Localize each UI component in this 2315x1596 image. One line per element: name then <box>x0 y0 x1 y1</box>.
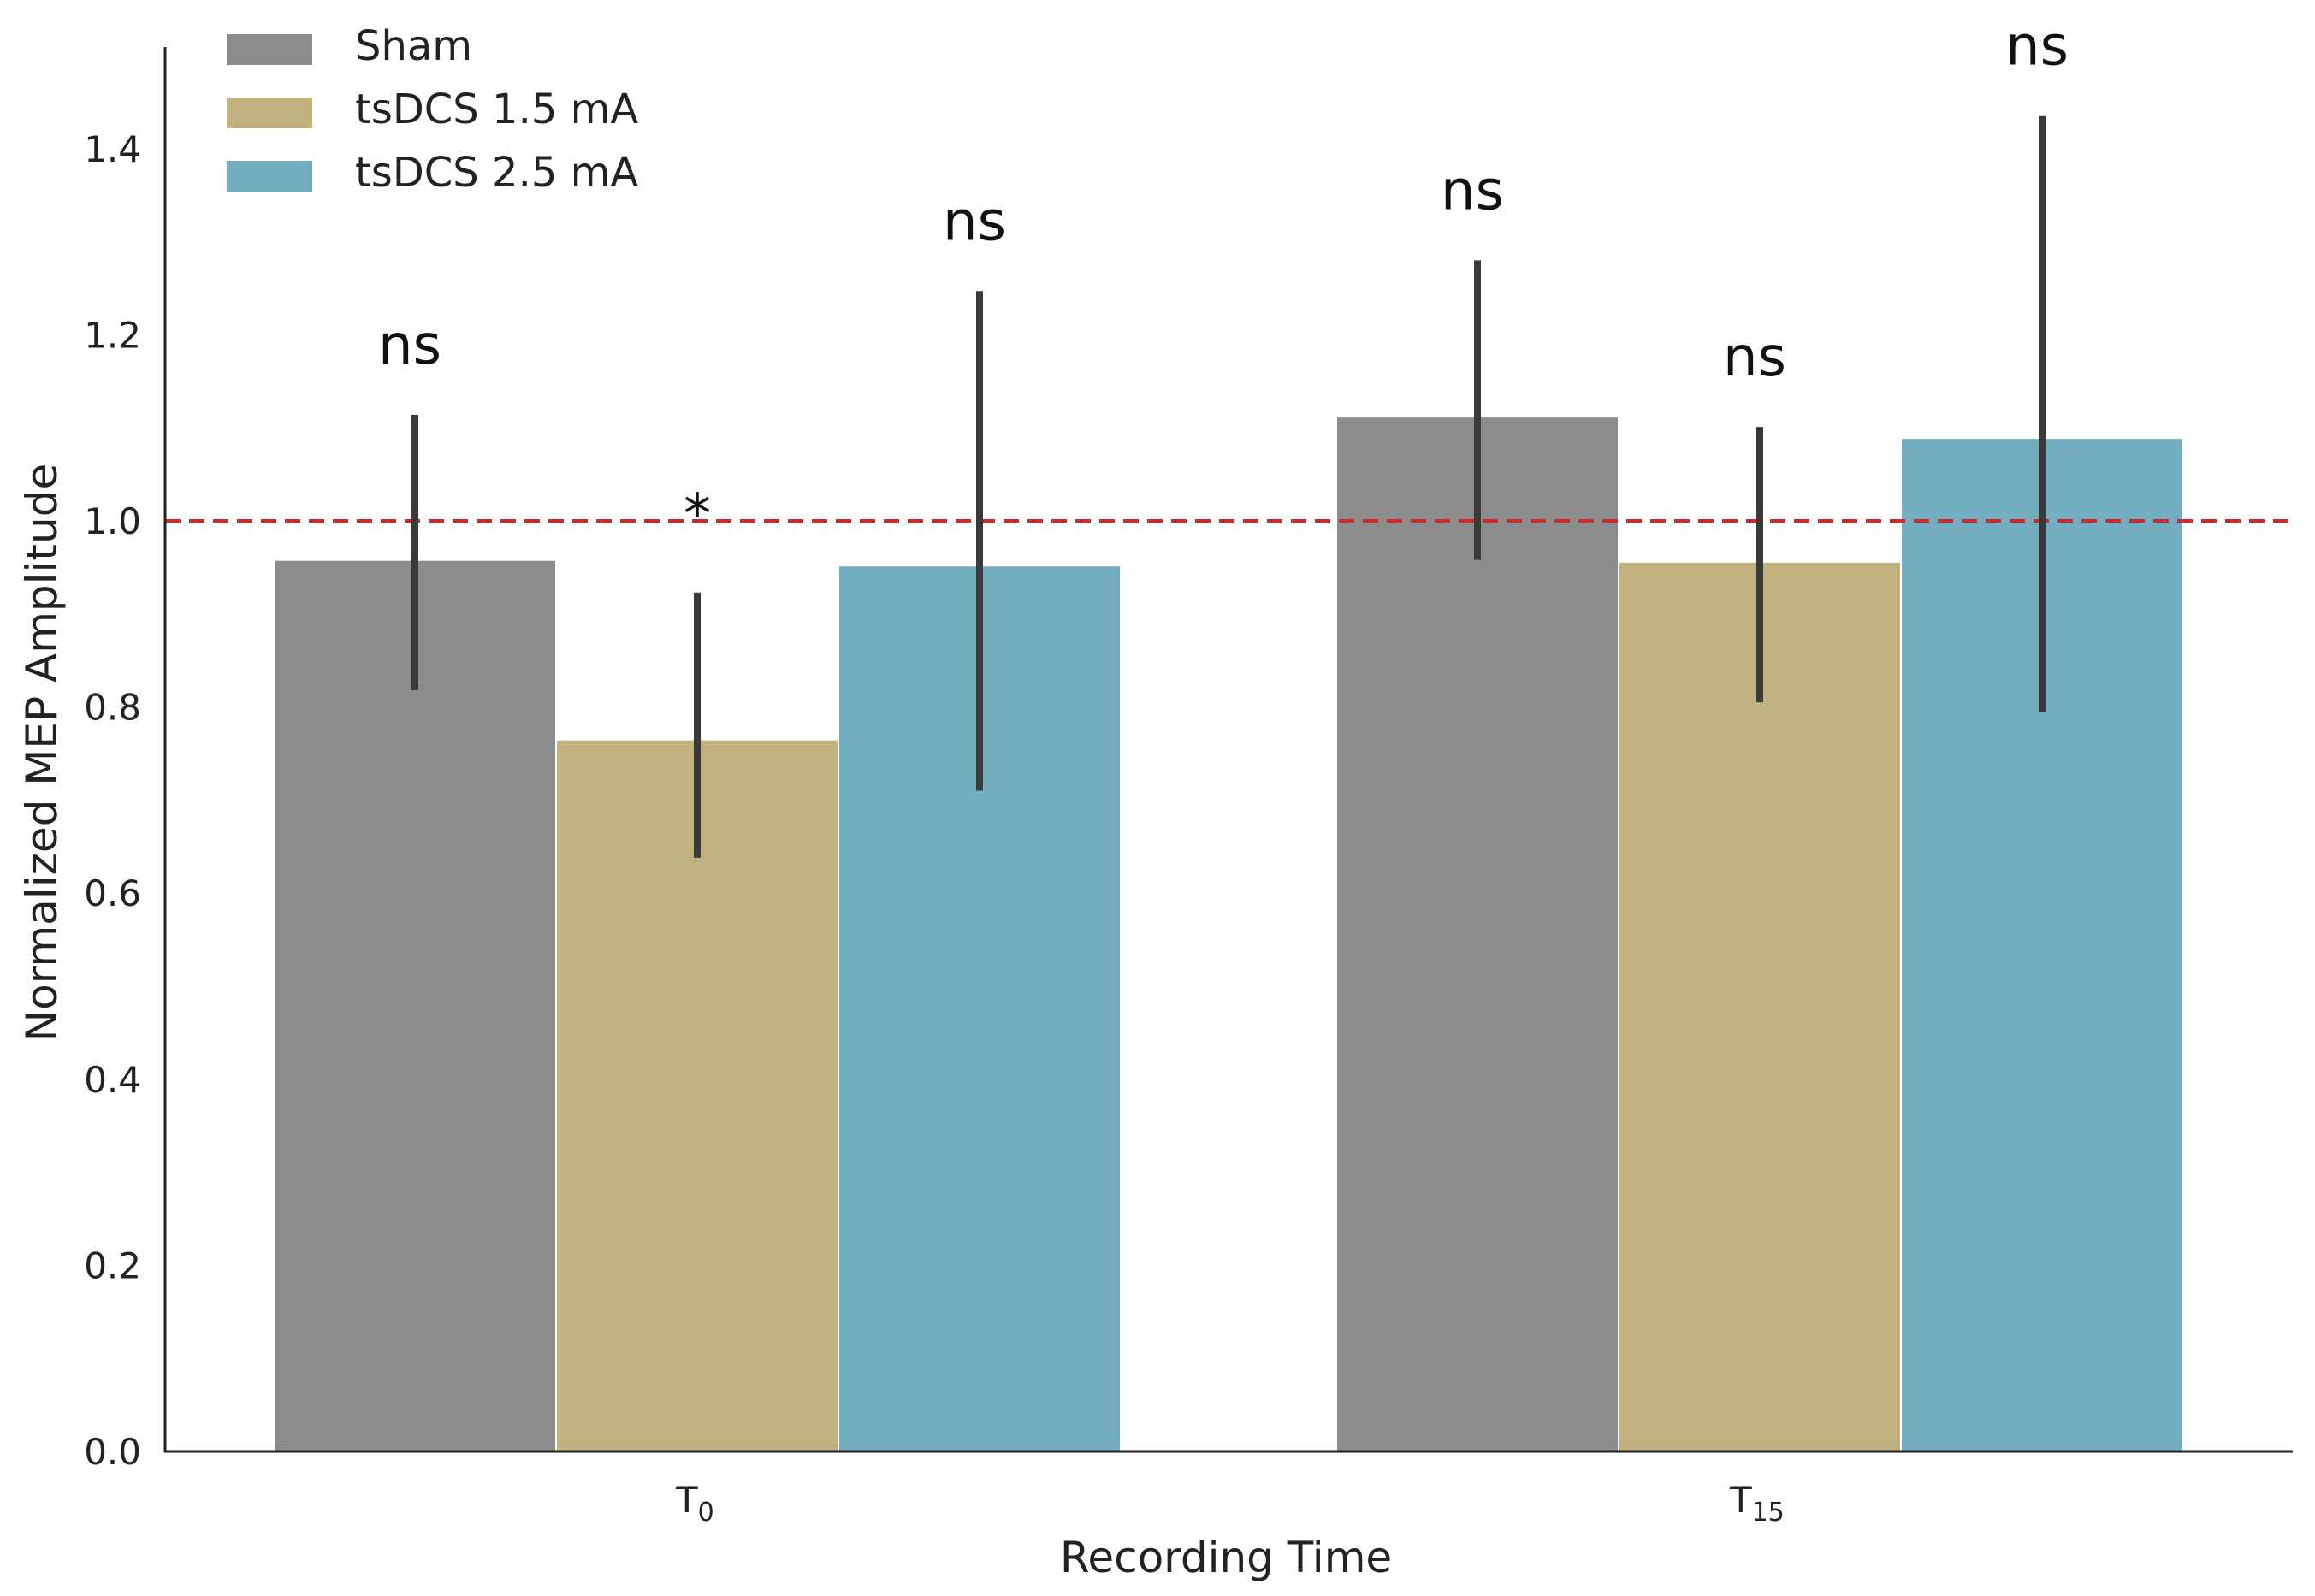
x-tick-label: T0 <box>675 1479 714 1528</box>
y-tick-label: 1.4 <box>84 128 141 170</box>
significance-label: ns <box>1723 326 1786 389</box>
legend-swatch <box>227 34 312 65</box>
bars-layer <box>273 416 2184 1453</box>
bar-tsdcs-1-5-ma-0 <box>555 738 839 1452</box>
y-tick-label: 0.8 <box>84 687 141 729</box>
annotations-layer: ns ns * ns ns ns <box>378 15 2069 547</box>
legend-swatch <box>227 98 312 128</box>
axes-layer: 0.0 0.2 0.4 0.6 0.8 1.0 1.2 1.4 T0 T15 <box>84 47 2293 1528</box>
y-tick-label: 1.2 <box>84 314 141 356</box>
y-axis-label: Normalized MEP Amplitude <box>17 464 67 1042</box>
bar-sham-0 <box>273 559 557 1452</box>
x-tick-label: T15 <box>1729 1479 1785 1528</box>
y-tick-label: 0.6 <box>84 872 141 914</box>
legend-swatch <box>227 161 312 192</box>
error-bars-layer <box>411 115 2046 858</box>
y-tick-label: 0.4 <box>84 1059 141 1101</box>
bar-tsdcs-1-5-ma-1 <box>1618 560 1902 1453</box>
y-tick-label: 0.0 <box>84 1431 141 1473</box>
legend-label: tsDCS 1.5 mA <box>355 86 638 133</box>
y-tick-label: 0.2 <box>84 1244 141 1286</box>
y-tick-label: 1.0 <box>84 500 141 542</box>
legend: Sham tsDCS 1.5 mA tsDCS 2.5 mA <box>227 22 638 197</box>
significance-label: ns <box>378 314 441 377</box>
legend-label: tsDCS 2.5 mA <box>355 149 638 197</box>
x-axis-label: Recording Time <box>1060 1533 1392 1582</box>
significance-label: ns <box>943 190 1006 253</box>
legend-label: Sham <box>355 22 472 70</box>
significance-label: * <box>684 483 711 547</box>
significance-label: ns <box>1441 159 1504 222</box>
bar-sham-1 <box>1335 416 1619 1452</box>
significance-label: ns <box>2005 15 2069 79</box>
